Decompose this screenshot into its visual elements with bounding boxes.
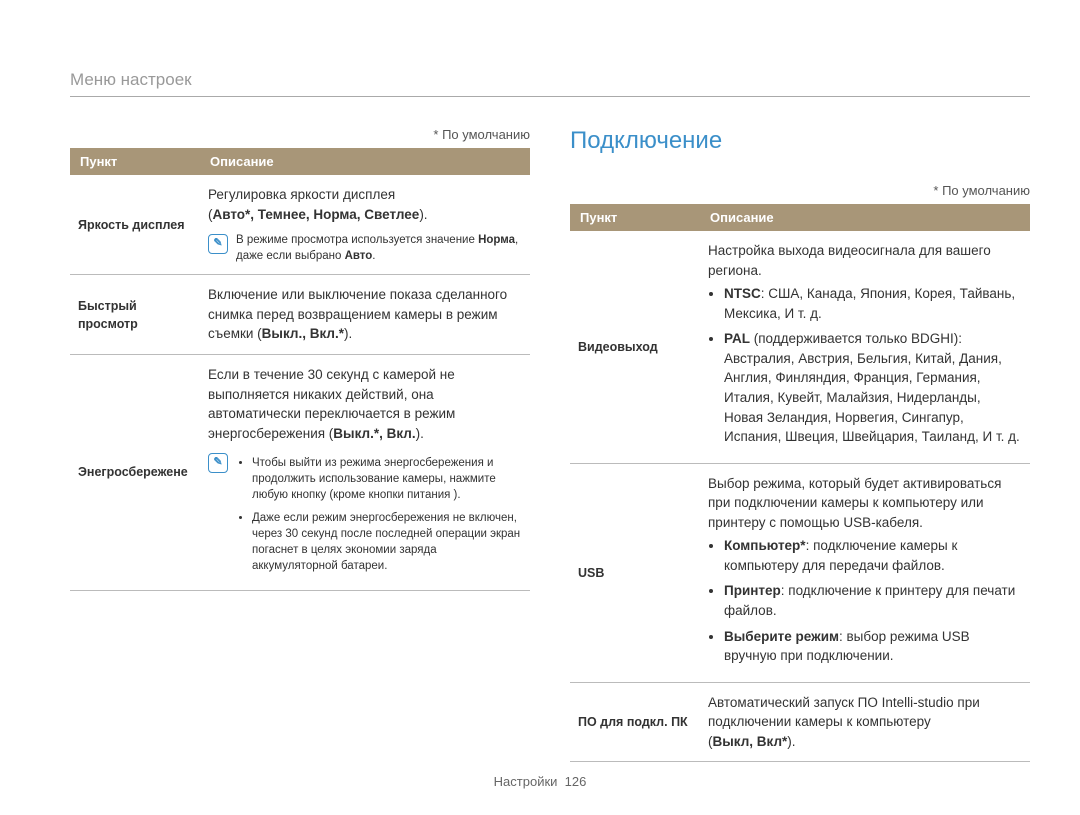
right-table: Пункт Описание Видеовыход Настройка выхо… — [570, 204, 1030, 762]
note-part: В режиме просмотра используется значение — [236, 234, 478, 246]
list-item: NTSC: США, Канада, Япония, Корея, Тайван… — [724, 284, 1022, 323]
bullet-bold: Выберите режим — [724, 629, 839, 644]
desc-paren-close: ). — [419, 207, 427, 222]
list-item: PAL (поддерживается только BDGHI): Австр… — [724, 329, 1022, 446]
bullet-bold: Компьютер* — [724, 538, 806, 553]
note-part: . — [372, 250, 375, 262]
note-bold: Авто — [345, 250, 373, 262]
desc-intro: Настройка выхода видеосигнала для вашего… — [708, 243, 991, 278]
note-icon: ✎ — [208, 234, 228, 254]
note-item: Даже если режим энергосбережения не вклю… — [252, 510, 522, 574]
right-col-item: Пункт — [570, 204, 700, 231]
table-row: Быстрый просмотр Включение или выключени… — [70, 275, 530, 355]
desc-text: Включение или выключение показа сделанно… — [208, 287, 507, 341]
desc-suffix: ). — [416, 426, 424, 441]
list-item: Компьютер*: подключение камеры к компьют… — [724, 536, 1022, 575]
default-note-left: * По умолчанию — [70, 127, 530, 142]
section-title: Подключение — [570, 127, 1030, 155]
row-label: USB — [570, 463, 700, 682]
list-item: Принтер: подключение к принтеру для печа… — [724, 581, 1022, 620]
note-text: В режиме просмотра используется значение… — [236, 232, 522, 264]
row-desc: Выбор режима, который будет активировать… — [700, 463, 1030, 682]
desc-paren-close: ). — [787, 734, 795, 749]
desc-suffix: ). — [344, 326, 352, 341]
row-label: Энегросбережене — [70, 355, 200, 591]
table-row: USB Выбор режима, который будет активиро… — [570, 463, 1030, 682]
desc-intro: Выбор режима, который будет активировать… — [708, 476, 1001, 530]
row-desc: Если в течение 30 секунд с камерой не вы… — [200, 355, 530, 591]
row-desc: Регулировка яркости дисплея (Авто*, Темн… — [200, 175, 530, 275]
row-desc: Автоматический запуск ПО Intelli-studio … — [700, 682, 1030, 762]
desc-bold: Выкл., Вкл.* — [262, 326, 344, 341]
table-row: Видеовыход Настройка выхода видеосигнала… — [570, 231, 1030, 463]
row-label: Яркость дисплея — [70, 175, 200, 275]
left-col-item: Пункт — [70, 148, 200, 175]
row-desc: Настройка выхода видеосигнала для вашего… — [700, 231, 1030, 463]
footer: Настройки 126 — [0, 774, 1080, 789]
left-col-desc: Описание — [200, 148, 530, 175]
desc-options: Выкл, Вкл* — [713, 734, 788, 749]
note-bold: Норма — [478, 234, 515, 246]
page-container: Меню настроек * По умолчанию Пункт Описа… — [0, 0, 1080, 762]
bullet-bold: PAL — [724, 331, 750, 346]
desc-bold: Выкл.*, Вкл. — [333, 426, 415, 441]
row-desc: Включение или выключение показа сделанно… — [200, 275, 530, 355]
bullet-text: : Австралия, Австрия, Бельгия, Китай, Да… — [724, 331, 1020, 444]
desc-intro: Регулировка яркости дисплея — [208, 187, 395, 202]
row-label: Быстрый просмотр — [70, 275, 200, 355]
note-icon: ✎ — [208, 453, 228, 473]
left-table: Пункт Описание Яркость дисплея Регулиров… — [70, 148, 530, 591]
list-item: Выберите режим: выбор режима USB вручную… — [724, 627, 1022, 666]
footer-page: 126 — [565, 774, 587, 789]
bullet-paren: (поддерживается только BDGHI) — [750, 331, 958, 346]
note-box: ✎ Чтобы выйти из режима энергосбережения… — [208, 451, 522, 580]
note-text: Чтобы выйти из режима энергосбережения и… — [236, 451, 522, 580]
row-label: Видеовыход — [570, 231, 700, 463]
desc-text: Автоматический запуск ПО Intelli-studio … — [708, 695, 980, 730]
table-row: ПО для подкл. ПК Автоматический запуск П… — [570, 682, 1030, 762]
footer-label: Настройки — [494, 774, 558, 789]
default-note-right: * По умолчанию — [570, 183, 1030, 198]
columns: * По умолчанию Пункт Описание Яркость ди… — [70, 127, 1030, 762]
bullet-text: : США, Канада, Япония, Корея, Тайвань, М… — [724, 286, 1015, 321]
table-row: Энегросбережене Если в течение 30 секунд… — [70, 355, 530, 591]
bullet-bold: NTSC — [724, 286, 761, 301]
right-col-desc: Описание — [700, 204, 1030, 231]
desc-options: Авто*, Темнее, Норма, Светлее — [213, 207, 420, 222]
breadcrumb: Меню настроек — [70, 70, 1030, 97]
right-column: Подключение * По умолчанию Пункт Описани… — [570, 127, 1030, 762]
note-item: Чтобы выйти из режима энергосбережения и… — [252, 455, 522, 503]
left-column: * По умолчанию Пункт Описание Яркость ди… — [70, 127, 530, 762]
bullet-bold: Принтер — [724, 583, 781, 598]
row-label: ПО для подкл. ПК — [570, 682, 700, 762]
table-row: Яркость дисплея Регулировка яркости дисп… — [70, 175, 530, 275]
note-box: ✎ В режиме просмотра используется значен… — [208, 232, 522, 264]
